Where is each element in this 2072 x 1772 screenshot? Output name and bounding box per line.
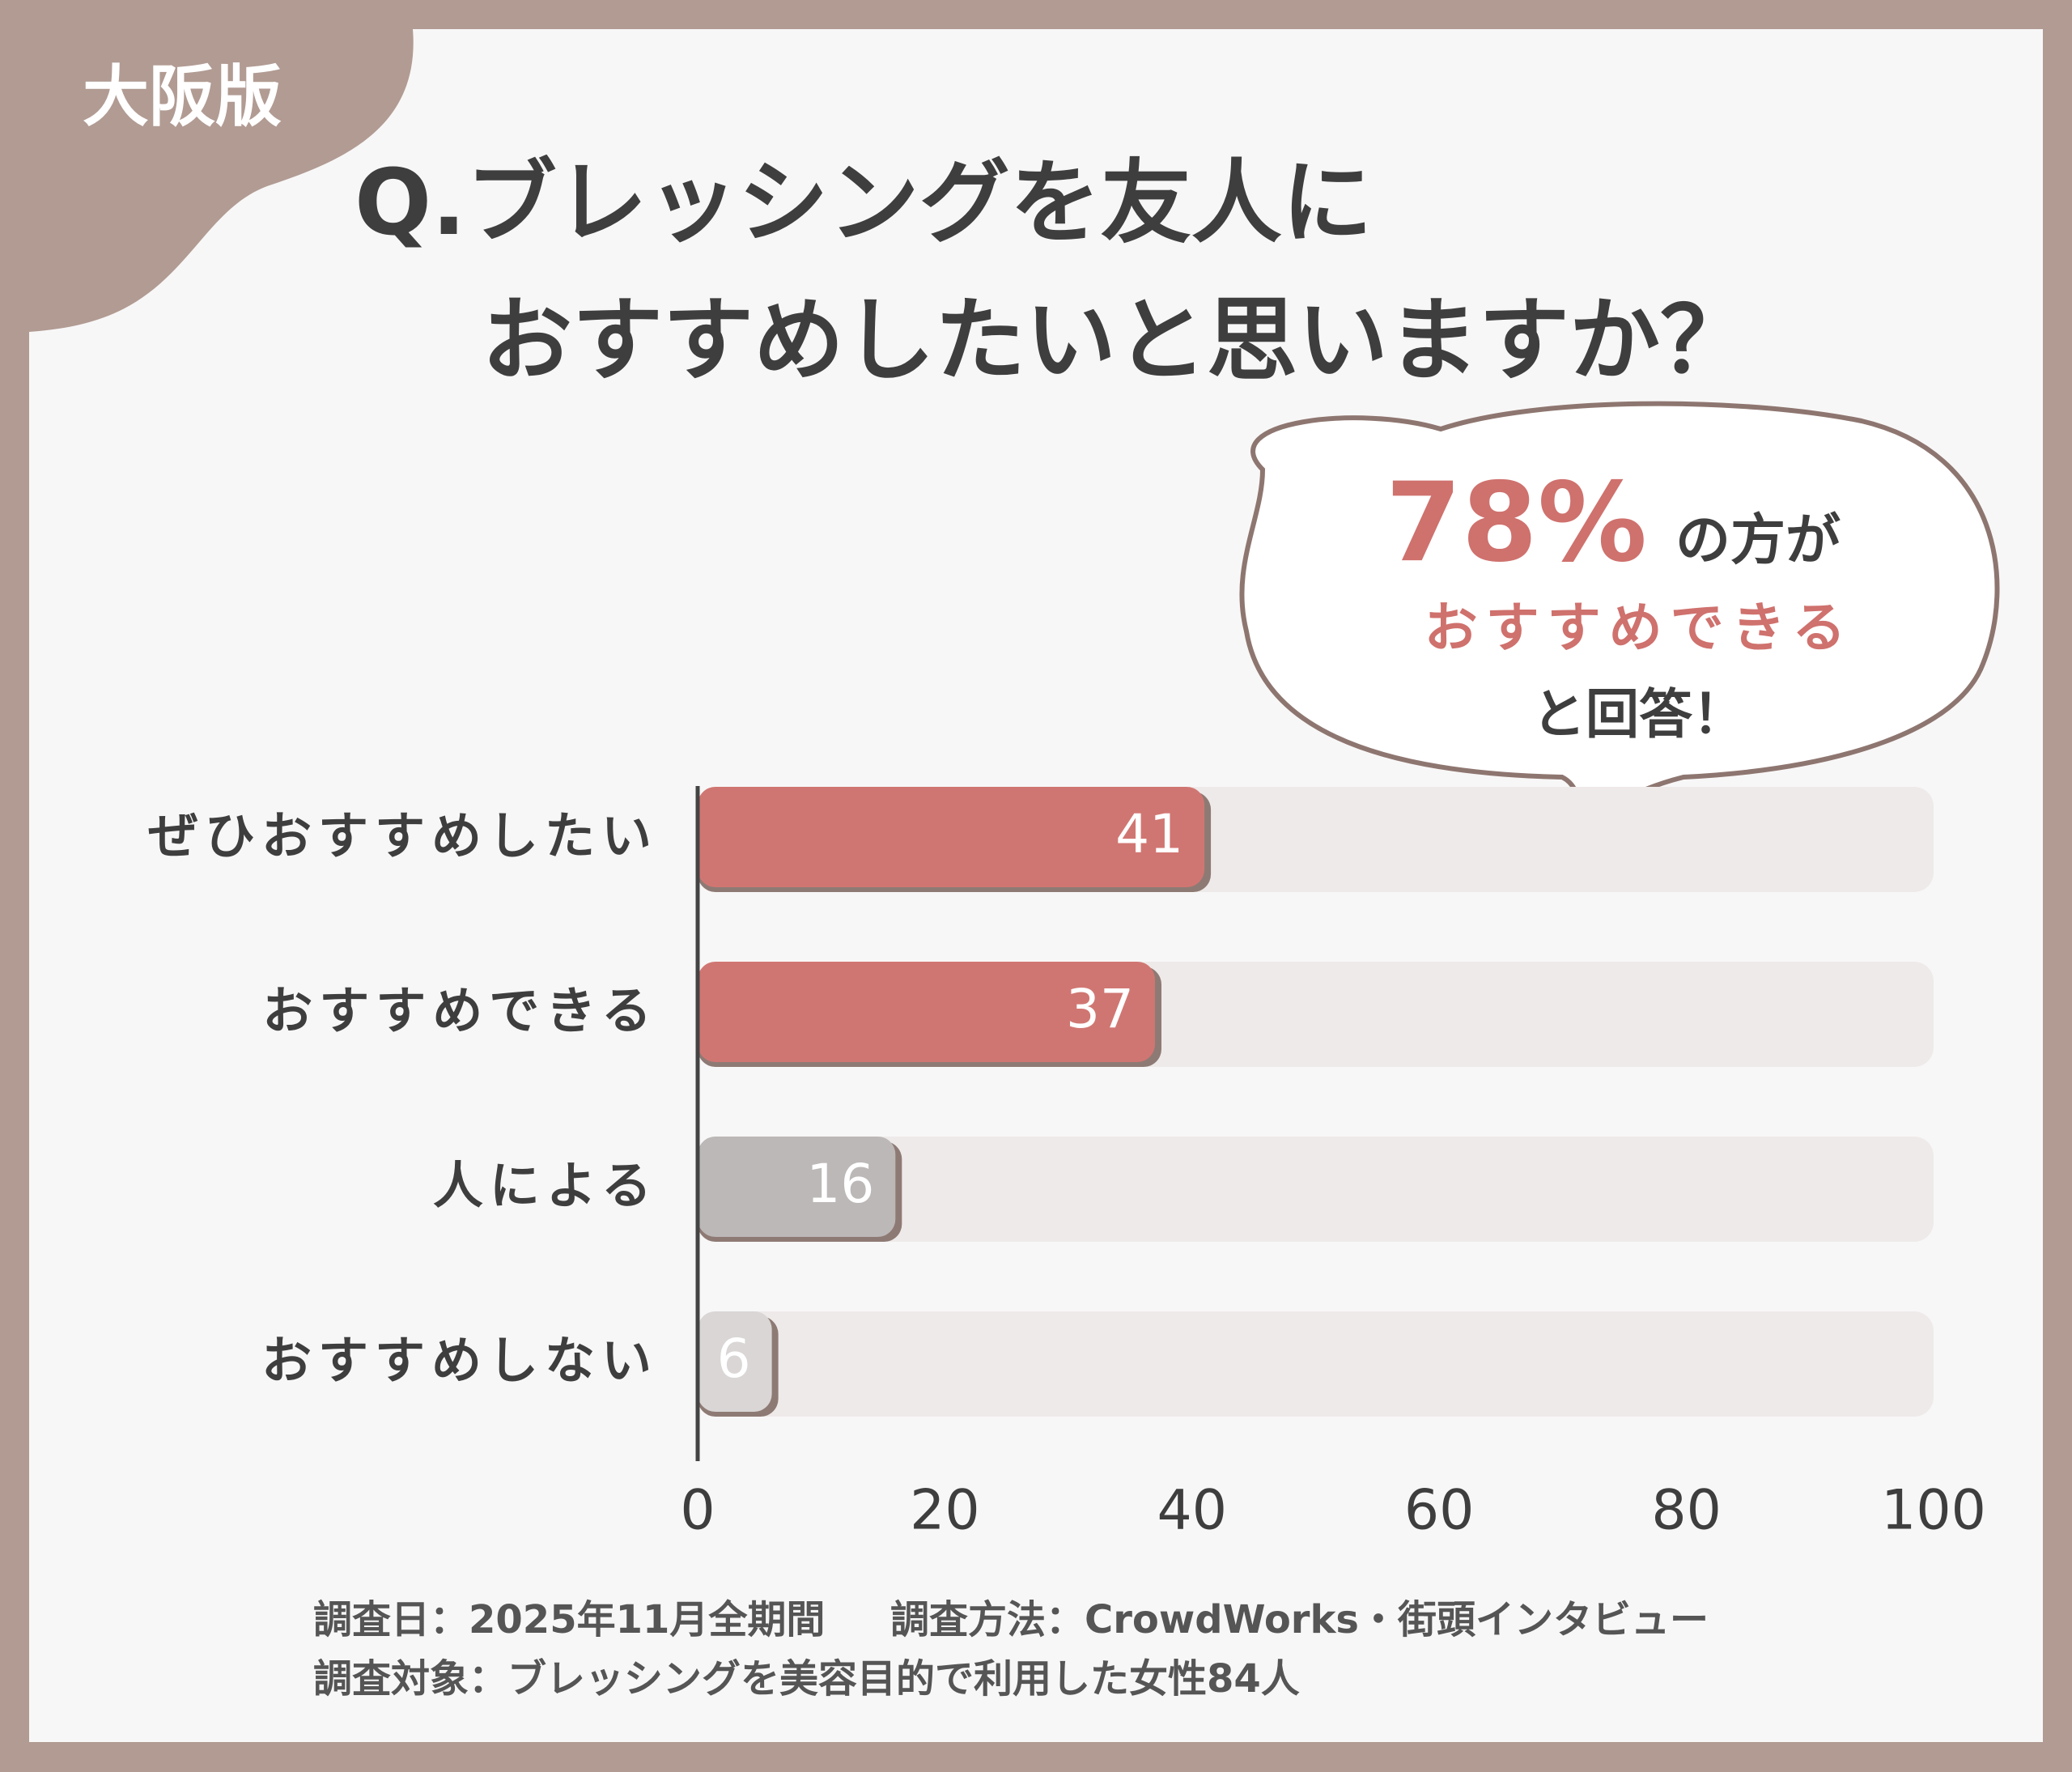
y-tick-label: おすすめできる (262, 981, 658, 1040)
x-tick-label: 80 (1651, 1479, 1722, 1543)
x-tick-label: 60 (1404, 1479, 1475, 1543)
chart-title: おすすめしたいと思いますか？ (482, 288, 1751, 393)
value-label: 16 (806, 1153, 874, 1215)
x-tick-label: 40 (1157, 1479, 1228, 1543)
badge-shape (29, 29, 414, 332)
chart-title: Q.ブレッシングを友人に (355, 151, 1373, 256)
x-tick-label: 0 (680, 1479, 715, 1543)
x-tick-label: 100 (1881, 1479, 1986, 1543)
value-label: 37 (1066, 978, 1134, 1040)
callout-percent: 78% (1386, 459, 1647, 586)
note: 調査対象：ブレッシングを美容目的で利用した女性84人 (313, 1656, 1300, 1702)
callout-text: と回答！ (1532, 683, 1746, 746)
value-label: 6 (717, 1328, 751, 1390)
note: 調査方法：CrowdWorks・街頭インタビュー (890, 1597, 1709, 1642)
y-tick-label: おすすめしない (261, 1331, 658, 1390)
track (698, 1137, 1934, 1242)
bar (698, 787, 1205, 887)
bar (698, 962, 1155, 1062)
callout-text: おすすめできる (1424, 597, 1854, 659)
x-tick-label: 20 (910, 1479, 980, 1543)
bar (698, 1137, 896, 1237)
y-tick-label: ぜひおすすめしたい (148, 806, 658, 865)
callout-text: の方が (1675, 509, 1841, 573)
badge: 大阪版 (83, 58, 282, 135)
callout-bubble (1239, 401, 2000, 831)
value-label: 41 (1115, 803, 1183, 865)
y-tick-label: 人による (433, 1156, 658, 1215)
bar (698, 1311, 772, 1412)
track (698, 1311, 1934, 1417)
note: 調査日：2025年11月全期間 (313, 1597, 825, 1642)
